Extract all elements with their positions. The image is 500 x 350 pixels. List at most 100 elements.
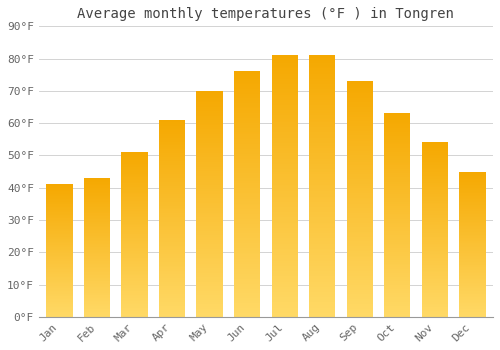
Bar	[272, 210, 298, 211]
Bar	[346, 180, 373, 181]
Bar	[122, 308, 148, 309]
Bar	[234, 249, 260, 251]
Bar	[196, 286, 223, 287]
Bar	[422, 183, 448, 184]
Bar	[46, 233, 72, 234]
Bar	[460, 193, 485, 194]
Bar	[84, 301, 110, 302]
Bar	[159, 284, 185, 285]
Bar	[309, 64, 336, 66]
Bar	[460, 234, 485, 235]
Bar	[196, 169, 223, 170]
Bar	[159, 133, 185, 134]
Bar	[234, 190, 260, 192]
Bar	[234, 253, 260, 254]
Bar	[309, 272, 336, 274]
Bar	[84, 234, 110, 235]
Bar	[234, 156, 260, 158]
Bar	[422, 162, 448, 163]
Bar	[309, 165, 336, 167]
Bar	[346, 97, 373, 98]
Bar	[84, 311, 110, 312]
Bar	[384, 161, 410, 162]
Bar	[309, 112, 336, 113]
Bar	[384, 239, 410, 240]
Bar	[384, 128, 410, 129]
Bar	[309, 149, 336, 151]
Bar	[196, 217, 223, 218]
Bar	[384, 180, 410, 181]
Bar	[384, 218, 410, 219]
Bar	[46, 295, 72, 296]
Bar	[422, 210, 448, 211]
Bar	[309, 122, 336, 123]
Bar	[346, 190, 373, 191]
Bar	[122, 219, 148, 220]
Bar	[159, 141, 185, 142]
Bar	[122, 170, 148, 171]
Bar	[272, 167, 298, 168]
Bar	[196, 205, 223, 206]
Bar	[46, 291, 72, 292]
Bar	[346, 138, 373, 139]
Bar	[384, 125, 410, 126]
Bar	[159, 175, 185, 176]
Bar	[159, 201, 185, 202]
Bar	[122, 200, 148, 201]
Bar	[272, 72, 298, 74]
Bar	[122, 188, 148, 189]
Bar	[460, 270, 485, 271]
Bar	[234, 233, 260, 235]
Bar	[234, 147, 260, 149]
Bar	[196, 218, 223, 220]
Bar	[272, 157, 298, 159]
Bar	[46, 184, 72, 185]
Bar	[346, 150, 373, 152]
Bar	[309, 292, 336, 293]
Bar	[272, 228, 298, 229]
Bar	[422, 227, 448, 228]
Bar	[234, 237, 260, 238]
Bar	[384, 262, 410, 263]
Bar	[84, 183, 110, 184]
Bar	[196, 137, 223, 138]
Bar	[384, 173, 410, 174]
Bar	[422, 287, 448, 288]
Bar	[159, 183, 185, 184]
Bar	[384, 168, 410, 169]
Bar	[84, 304, 110, 305]
Bar	[460, 264, 485, 265]
Bar	[422, 215, 448, 216]
Bar	[384, 194, 410, 195]
Bar	[234, 252, 260, 253]
Bar	[196, 232, 223, 233]
Bar	[460, 277, 485, 278]
Bar	[159, 128, 185, 129]
Bar	[159, 302, 185, 303]
Bar	[84, 308, 110, 309]
Bar	[422, 240, 448, 241]
Bar	[309, 142, 336, 143]
Bar	[196, 168, 223, 169]
Bar	[84, 201, 110, 202]
Bar	[309, 118, 336, 119]
Bar	[234, 265, 260, 266]
Bar	[234, 222, 260, 224]
Bar	[196, 221, 223, 222]
Bar	[460, 295, 485, 296]
Bar	[309, 101, 336, 103]
Bar	[159, 227, 185, 228]
Bar	[159, 121, 185, 122]
Bar	[460, 300, 485, 301]
Bar	[46, 206, 72, 207]
Bar	[84, 242, 110, 243]
Bar	[84, 250, 110, 251]
Bar	[234, 180, 260, 181]
Bar	[272, 97, 298, 98]
Bar	[196, 194, 223, 195]
Bar	[84, 265, 110, 266]
Bar	[309, 130, 336, 131]
Bar	[234, 186, 260, 187]
Bar	[384, 140, 410, 141]
Bar	[309, 315, 336, 317]
